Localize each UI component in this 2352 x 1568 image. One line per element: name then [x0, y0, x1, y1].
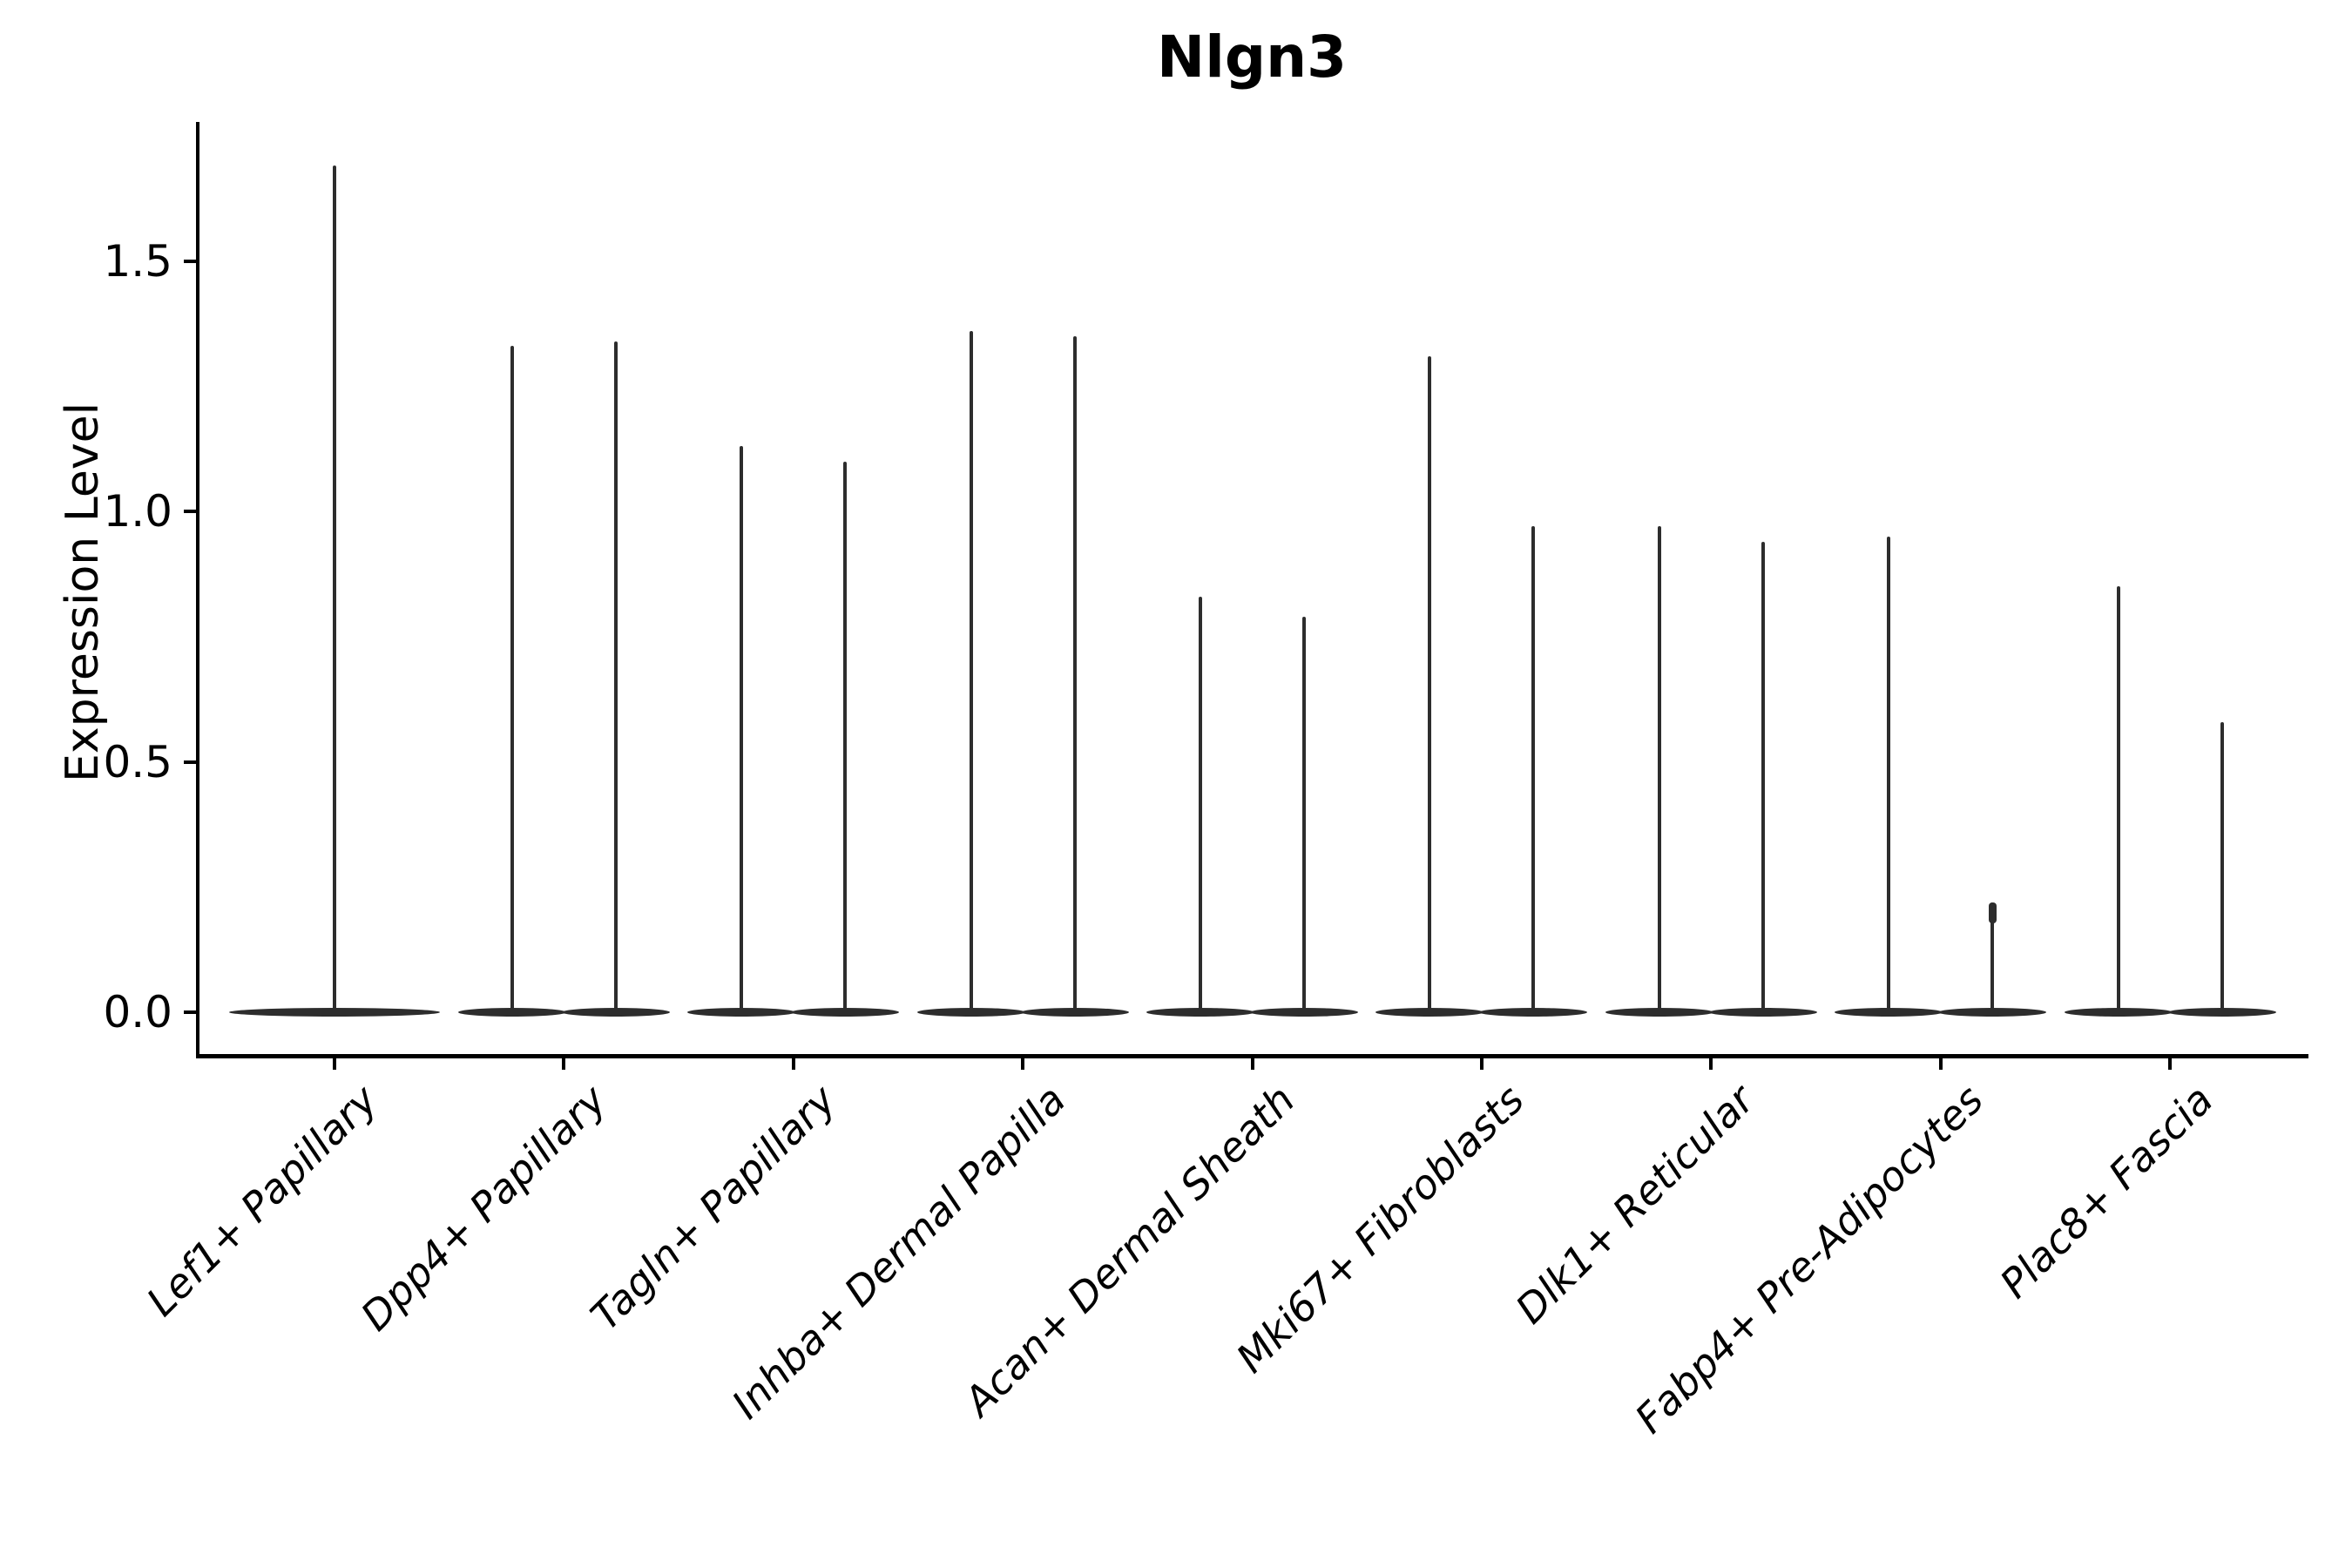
x-tick — [1021, 1056, 1025, 1070]
y-tick-label: 1.0 — [103, 486, 172, 537]
y-tick — [184, 1010, 196, 1014]
x-tick — [1250, 1056, 1254, 1070]
violin-spike — [1531, 526, 1536, 1012]
violin-base — [2064, 1008, 2173, 1017]
violin-spike — [1302, 616, 1306, 1012]
violin-base — [1708, 1008, 1817, 1017]
violin-spike — [1428, 355, 1432, 1012]
chart-title: Nlgn3 — [1156, 24, 1347, 91]
violin-spike — [1990, 902, 1995, 1012]
x-tick — [2168, 1056, 2172, 1070]
x-tick — [562, 1056, 566, 1070]
violin-spike — [740, 446, 744, 1012]
x-tick — [333, 1056, 336, 1070]
violin-base — [561, 1008, 670, 1017]
y-tick-label: 0.5 — [103, 736, 172, 787]
x-tick — [1938, 1056, 1943, 1070]
violin-base — [457, 1008, 566, 1017]
violin-base — [229, 1008, 440, 1017]
x-tick — [1479, 1056, 1484, 1070]
x-axis-label: Dpp4+ Papillary — [352, 1076, 616, 1340]
violin-base — [916, 1008, 1025, 1017]
violin-base — [1250, 1008, 1358, 1017]
x-axis-label: Tagln+ Papillary — [581, 1076, 846, 1340]
violin-spike — [333, 166, 336, 1012]
x-tick — [1709, 1056, 1713, 1070]
violin-spike — [2116, 586, 2120, 1012]
violin-base — [1020, 1008, 1129, 1017]
violin-base — [1835, 1008, 1943, 1017]
violin-spike — [1761, 541, 1765, 1012]
x-axis-label: Dlk1+ Reticular — [1505, 1076, 1763, 1333]
violin-base — [2167, 1008, 2276, 1017]
x-axis-label: Lef1+ Papillary — [137, 1076, 387, 1326]
violin-spike — [1657, 526, 1661, 1012]
x-axis-label: Plac8+ Fascia — [1990, 1076, 2222, 1308]
violin-spike-tip — [1988, 902, 1997, 923]
y-tick — [184, 510, 196, 513]
y-tick — [184, 259, 196, 263]
violin-spike — [1072, 335, 1077, 1012]
violin-base — [1146, 1008, 1254, 1017]
y-tick — [184, 760, 196, 764]
violin-base — [687, 1008, 796, 1017]
violin-base — [791, 1008, 900, 1017]
violin-spike — [510, 346, 514, 1012]
violin-spike — [2220, 721, 2224, 1012]
violin-spike — [1199, 596, 1202, 1012]
violin-spike — [1887, 536, 1891, 1012]
violin-base — [1605, 1008, 1713, 1017]
violin-base — [1938, 1008, 2047, 1017]
violin-base — [1479, 1008, 1588, 1017]
y-tick-label: 0.0 — [103, 987, 172, 1037]
violin-base — [1375, 1008, 1484, 1017]
y-axis-spine — [196, 122, 199, 1058]
violin-spike — [843, 461, 848, 1012]
violin-spike — [613, 341, 618, 1012]
y-tick-label: 1.5 — [103, 235, 172, 287]
violin-spike — [969, 331, 973, 1012]
x-tick — [791, 1056, 795, 1070]
